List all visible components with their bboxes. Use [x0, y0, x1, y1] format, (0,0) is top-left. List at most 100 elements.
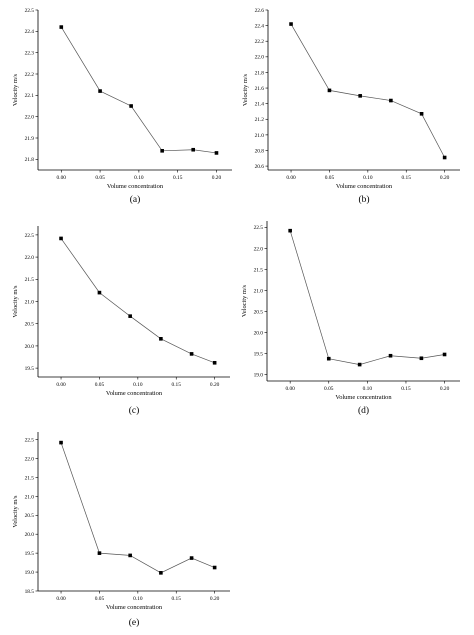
- y-tick-label: 18.5: [25, 589, 35, 595]
- y-tick-label: 22.0: [25, 115, 35, 121]
- x-tick-label: 0.20: [210, 382, 220, 388]
- y-tick-label: 21.0: [255, 133, 265, 139]
- data-point: [419, 112, 424, 116]
- data-point: [59, 440, 63, 445]
- x-tick-label: 0.05: [95, 382, 105, 388]
- x-tick-label: 0.00: [56, 596, 66, 602]
- chart-panel-1: 0.00 0.05 0.10 0.15 0.20 21.8 21.9 22.0 22.1 22.2…: [12, 8, 232, 205]
- x-tick-label: 0.00: [56, 382, 66, 388]
- x-tick-label: 0.20: [212, 175, 222, 181]
- data-point: [326, 356, 331, 361]
- x-tick-label: 0.05: [95, 596, 105, 602]
- x-tick-label: 0.00: [57, 175, 67, 181]
- y-tick-label: 21.0: [25, 494, 35, 500]
- data-point: [389, 98, 393, 103]
- x-tick-label: 0.20: [210, 596, 220, 602]
- x-tick-label: 0.10: [363, 175, 373, 181]
- series-line: [290, 23, 445, 158]
- data-point: [288, 228, 292, 233]
- y-axis-title: Velocity m/s: [12, 285, 19, 318]
- series-line: [60, 442, 215, 574]
- chart-panel-2: 0.00 0.05 0.10 0.15 0.20 20.6 20.8 21.0 21.2 21.4…: [242, 8, 460, 205]
- data-point: [129, 104, 133, 108]
- y-tick-label: 20.5: [25, 513, 35, 519]
- y-axis-title: Velocity m/s: [12, 73, 19, 106]
- chart-panel-3: 0.00 0.05 0.10 0.15 0.20 19.5 20.0 20.5 21.0 21.5…: [12, 226, 230, 416]
- y-tick-label: 22.5: [25, 8, 35, 14]
- data-point: [212, 565, 217, 570]
- x-tick-label: 0.10: [363, 386, 373, 392]
- y-tick-label: 20.8: [255, 148, 265, 154]
- data-point: [212, 360, 217, 365]
- data-point: [59, 25, 64, 29]
- y-tick-label: 22.0: [25, 255, 35, 261]
- y-axis-title: Velocity m/s: [242, 73, 249, 106]
- y-tick-label: 21.4: [255, 102, 265, 108]
- data-point: [214, 151, 219, 155]
- y-tick-label: 21.6: [255, 86, 265, 92]
- data-point: [128, 314, 132, 318]
- data-point: [357, 362, 362, 367]
- series-line: [60, 26, 217, 154]
- y-tick-label: 21.5: [25, 475, 35, 481]
- panel-label: (b): [358, 194, 369, 205]
- panel-label: (d): [358, 405, 369, 416]
- y-tick-label: 22.4: [25, 29, 35, 35]
- data-point: [327, 88, 332, 93]
- series-line: [289, 230, 445, 365]
- chart-panel-5: 0.00 0.05 0.10 0.15 0.20 18.5 19.0 19.5 20.0 20.5…: [12, 432, 230, 628]
- y-tick-label: 22.6: [255, 8, 265, 14]
- data-point: [59, 236, 63, 241]
- y-tick-label: 19.0: [254, 373, 264, 379]
- y-tick-label: 20.0: [25, 532, 35, 538]
- x-tick-label: 0.15: [401, 386, 411, 392]
- y-tick-label: 21.2: [255, 117, 265, 123]
- x-tick-label: 0.20: [440, 386, 450, 392]
- y-tick-label: 20.6: [255, 164, 265, 170]
- y-tick-label: 22.0: [254, 246, 264, 252]
- series-line: [60, 238, 215, 364]
- y-tick-label: 22.0: [25, 456, 35, 462]
- y-tick-label: 19.0: [25, 570, 35, 576]
- y-tick-label: 21.0: [254, 288, 264, 294]
- y-tick-label: 22.5: [254, 225, 264, 231]
- y-tick-label: 22.5: [25, 437, 35, 443]
- y-tick-label: 21.5: [25, 277, 35, 283]
- chart-panel-4: 0.00 0.05 0.10 0.15 0.20 19.0 19.5 20.0 20.5 21.0…: [241, 221, 460, 416]
- x-axis-title: Volume concentration: [106, 604, 163, 611]
- y-tick-label: 22.0: [255, 55, 265, 61]
- y-tick-label: 22.1: [25, 93, 35, 99]
- x-axis-title: Volume concentration: [106, 390, 163, 397]
- data-point: [358, 94, 362, 98]
- y-axis-title: Velocity m/s: [12, 495, 19, 528]
- y-tick-label: 22.5: [25, 233, 35, 239]
- data-point: [419, 356, 424, 361]
- x-tick-label: 0.05: [325, 175, 335, 181]
- y-tick-label: 20.5: [25, 322, 35, 328]
- y-tick-label: 19.5: [25, 551, 35, 557]
- data-point: [189, 556, 194, 560]
- y-axis-title: Velocity m/s: [241, 284, 248, 317]
- panel-label: (a): [130, 194, 141, 205]
- y-tick-label: 19.5: [25, 366, 35, 372]
- x-tick-label: 0.00: [285, 386, 295, 392]
- data-point: [191, 147, 195, 152]
- x-tick-label: 0.10: [133, 596, 143, 602]
- x-tick-label: 0.15: [173, 175, 183, 181]
- y-tick-label: 20.0: [25, 344, 35, 350]
- y-tick-label: 22.2: [255, 39, 265, 45]
- y-tick-label: 21.9: [25, 136, 35, 142]
- x-axis-title: Volume concentration: [335, 394, 392, 401]
- y-tick-label: 21.8: [255, 70, 265, 76]
- y-tick-label: 21.0: [25, 299, 35, 305]
- y-tick-label: 21.8: [25, 157, 35, 163]
- x-tick-label: 0.00: [286, 175, 296, 181]
- data-point: [159, 337, 163, 341]
- panel-label: (e): [129, 617, 140, 628]
- y-tick-label: 22.4: [255, 24, 265, 30]
- data-point: [289, 22, 293, 26]
- data-point: [442, 352, 447, 357]
- x-tick-label: 0.05: [95, 175, 105, 181]
- y-tick-label: 19.5: [254, 352, 264, 358]
